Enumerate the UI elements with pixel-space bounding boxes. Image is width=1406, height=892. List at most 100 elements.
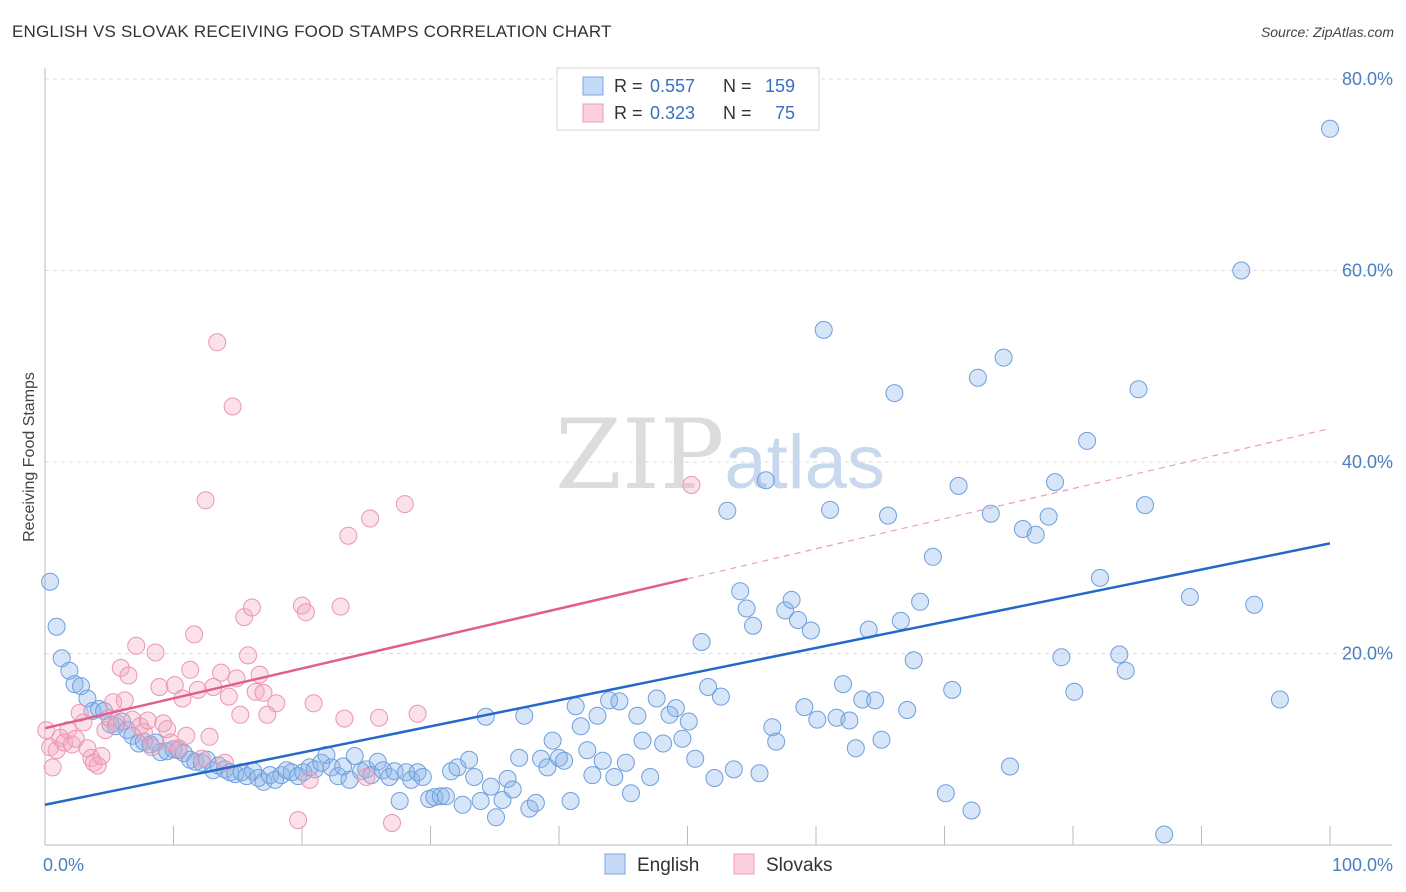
english-point-87 <box>538 758 557 777</box>
trend-line-english <box>44 542 1331 807</box>
english-point-44 <box>294 763 313 782</box>
english-point-136 <box>840 711 859 730</box>
slovaks-point-15 <box>92 747 111 765</box>
english-point-94 <box>578 741 597 760</box>
english-point-126 <box>776 601 795 620</box>
english-point-65 <box>413 768 432 786</box>
english-point-101 <box>616 753 635 772</box>
english-point-82 <box>510 748 529 767</box>
english-point-14 <box>123 726 142 745</box>
legend-n-slovaks: 75 <box>775 103 795 123</box>
bottom-legend-english: English <box>637 855 699 876</box>
slovaks-point-54 <box>242 598 261 617</box>
english-point-75 <box>471 792 490 810</box>
english-point-1 <box>47 617 66 636</box>
trend-lines <box>44 427 1331 807</box>
english-point-129 <box>795 698 814 717</box>
english-point-103 <box>628 706 647 725</box>
slovaks-point-30 <box>150 678 169 696</box>
english-point-155 <box>994 348 1013 367</box>
slovaks-point-57 <box>254 683 273 702</box>
slovaks-point-32 <box>158 720 177 739</box>
slovaks-point-69 <box>361 509 380 528</box>
y-tick-label-0: 20.0% <box>1342 644 1393 664</box>
slovaks-point-43 <box>200 727 219 746</box>
english-point-120 <box>737 599 756 618</box>
slovaks-point-59 <box>267 694 286 713</box>
english-point-104 <box>633 731 652 750</box>
english-point-116 <box>711 687 730 706</box>
english-point-118 <box>724 760 743 779</box>
legend-swatch-english <box>582 76 604 96</box>
english-point-109 <box>666 699 685 718</box>
english-point-68 <box>431 787 450 806</box>
english-point-153 <box>968 368 987 387</box>
english-point-132 <box>814 320 833 339</box>
gridlines <box>45 78 1392 654</box>
english-point-107 <box>654 734 673 753</box>
english-point-53 <box>345 747 364 765</box>
slovaks-point-23 <box>123 710 142 729</box>
english-point-142 <box>879 506 897 525</box>
english-point-99 <box>605 768 624 786</box>
english-point-168 <box>1136 496 1154 515</box>
english-point-63 <box>402 770 421 789</box>
slovaks-point-74 <box>682 476 701 494</box>
english-point-112 <box>686 749 705 768</box>
legend-r-label-slovaks: R = <box>614 103 643 123</box>
english-point-97 <box>593 751 612 770</box>
slovaks-point-34 <box>165 676 184 695</box>
english-point-127 <box>782 590 801 609</box>
chart-title: ENGLISH VS SLOVAK RECEIVING FOOD STAMPS … <box>12 22 612 41</box>
slovaks-point-14 <box>88 756 107 775</box>
slovaks-point-18 <box>104 693 123 712</box>
series-legend: English Slovaks <box>604 853 833 876</box>
english-point-100 <box>610 692 629 711</box>
slovaks-point-45 <box>208 333 227 352</box>
english-point-166 <box>1116 661 1135 680</box>
slovaks-point-66 <box>335 709 354 728</box>
slovaks-point-67 <box>339 526 358 545</box>
english-point-143 <box>885 384 904 403</box>
english-point-149 <box>936 784 955 803</box>
english-point-39 <box>266 770 284 789</box>
slovaks-point-51 <box>231 705 250 724</box>
tick-labels: 20.0% 40.0% 60.0% 80.0% 0.0% 100.0% <box>43 69 1393 875</box>
legend-n-label-slovaks: N = <box>723 103 752 123</box>
y-tick-label-1: 40.0% <box>1342 452 1393 472</box>
english-point-64 <box>408 763 427 782</box>
english-point-145 <box>898 701 917 719</box>
slovaks-point-38 <box>181 660 200 679</box>
slovaks-point-52 <box>235 608 254 627</box>
english-point-81 <box>503 780 522 799</box>
slovaks-point-42 <box>196 491 215 510</box>
bottom-legend-swatch-english <box>604 853 626 875</box>
legend-r-label-english: R = <box>614 76 643 96</box>
slovaks-point-63 <box>300 770 319 789</box>
english-point-3 <box>60 661 79 680</box>
english-point-69 <box>436 787 455 806</box>
slovaks-point-55 <box>246 682 265 701</box>
slovaks-point-60 <box>289 811 308 830</box>
english-point-130 <box>801 621 820 640</box>
slovaks-point-10 <box>74 713 93 732</box>
english-point-169 <box>1155 825 1174 844</box>
english-point-164 <box>1091 568 1109 587</box>
english-point-173 <box>1270 690 1289 709</box>
english-point-174 <box>1321 119 1339 138</box>
slovaks-point-37 <box>177 726 196 745</box>
slovaks-point-64 <box>304 694 323 713</box>
english-point-110 <box>673 729 692 748</box>
legend-r-slovaks: 0.323 <box>650 103 695 123</box>
english-point-147 <box>911 592 930 611</box>
english-point-21 <box>164 740 183 759</box>
english-point-123 <box>756 471 775 490</box>
english-point-163 <box>1078 431 1097 450</box>
bottom-legend-slovaks: Slovaks <box>766 855 833 876</box>
english-point-151 <box>949 476 968 495</box>
english-point-59 <box>380 768 399 786</box>
slovaks-point-22 <box>119 666 138 685</box>
english-point-113 <box>692 633 711 651</box>
slovaks-point-53 <box>239 646 257 665</box>
